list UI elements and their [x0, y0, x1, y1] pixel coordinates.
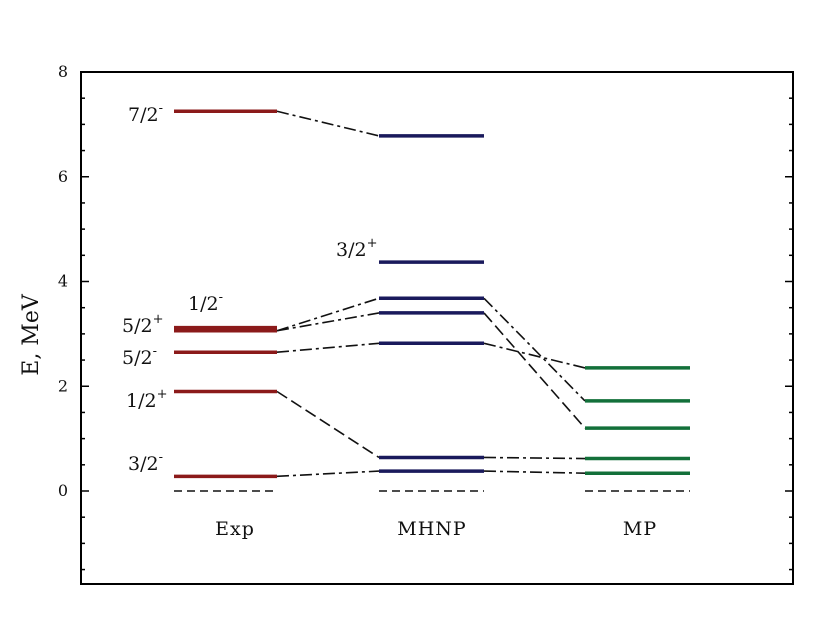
level-spin-label: 1/2-: [188, 290, 223, 315]
transition-connector: [276, 297, 380, 332]
y-axis-label: E, MeV: [19, 293, 44, 376]
transition-connector: [483, 312, 586, 429]
level-spin-label: 5/2-: [122, 344, 157, 369]
level-labels: 3/2- 1/2+ 5/2- 5/2+ 1/2- 7/2- 3/2+: [122, 101, 377, 475]
level-spin-label: 3/2-: [128, 450, 163, 475]
plot-frame: [80, 71, 794, 585]
transition-connector: [483, 297, 586, 402]
energy-levels: [174, 109, 690, 492]
transition-connectors: [276, 110, 586, 478]
y-axis-tick-labels: 0 2 4 6 8: [58, 62, 68, 500]
transition-connector: [276, 342, 380, 354]
y-tick-label: 6: [58, 167, 68, 186]
transition-connector: [276, 470, 380, 478]
column-label-mp: MP: [623, 518, 657, 540]
level-spin-label: 7/2-: [128, 101, 163, 126]
level-spin-label: 5/2+: [122, 312, 163, 337]
column-label-mhnp: MHNP: [397, 518, 466, 540]
transition-connector: [276, 110, 380, 137]
y-axis-ticks: [81, 71, 793, 571]
level-spin-label: 1/2+: [126, 387, 167, 412]
transition-connector: [276, 390, 380, 459]
transition-connector: [483, 470, 586, 474]
column-label-exp: Exp: [215, 518, 255, 540]
y-tick-label: 8: [58, 62, 68, 81]
transition-connector: [276, 312, 380, 332]
transition-connector: [483, 456, 586, 460]
level-spin-label: 3/2+: [336, 236, 377, 261]
y-tick-label: 4: [58, 272, 68, 291]
y-tick-label: 0: [58, 481, 68, 500]
y-tick-label: 2: [58, 376, 68, 395]
column-labels: Exp MHNP MP: [215, 518, 657, 540]
transition-connector: [483, 342, 586, 369]
